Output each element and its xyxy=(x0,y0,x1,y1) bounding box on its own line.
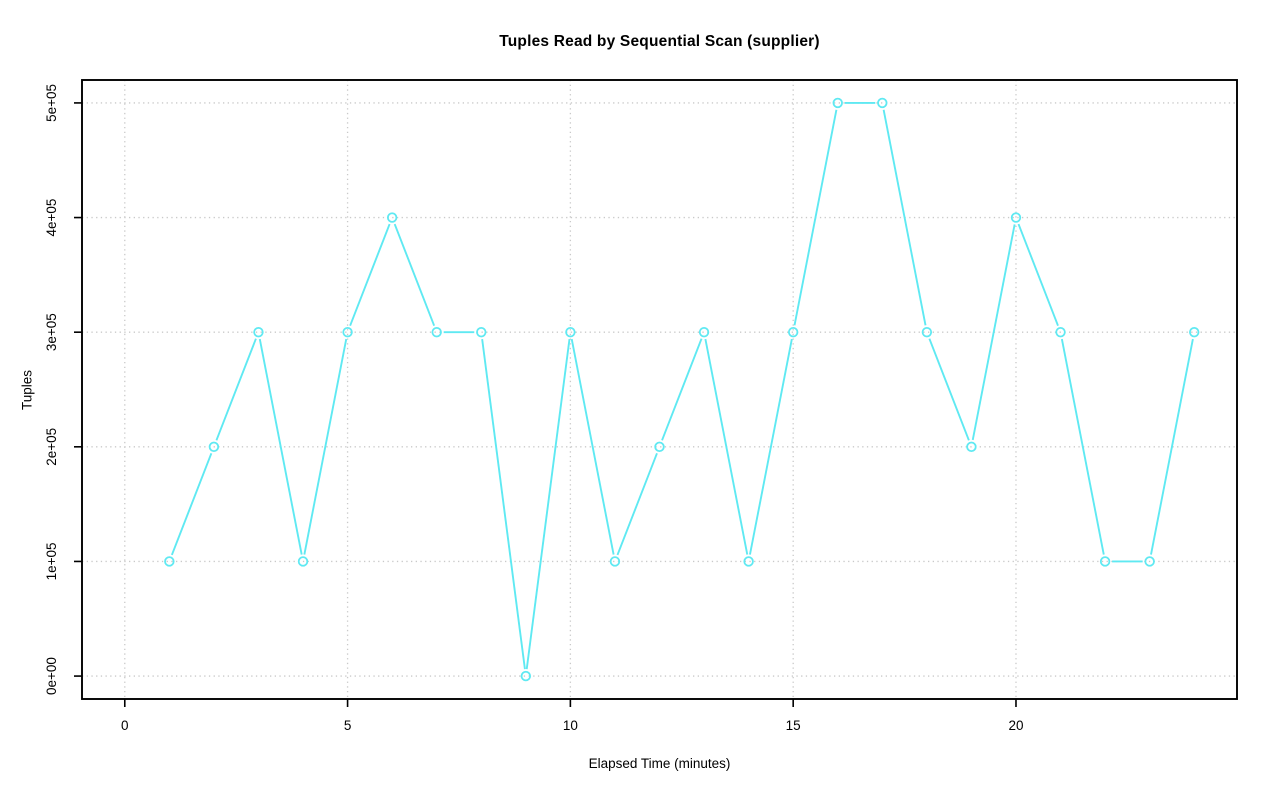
data-point xyxy=(1144,556,1155,567)
data-point xyxy=(431,326,442,338)
data-point xyxy=(297,556,309,567)
data-line-segment xyxy=(882,109,927,326)
data-line-segment xyxy=(749,338,793,555)
data-point xyxy=(342,326,353,338)
data-point xyxy=(1010,212,1022,223)
y-axis-tick-label: 2e+05 xyxy=(44,428,59,466)
data-line-segment xyxy=(170,452,213,556)
data-point xyxy=(1099,556,1111,567)
data-point xyxy=(877,97,888,109)
data-point xyxy=(743,556,754,567)
data-point xyxy=(1055,326,1066,338)
data-point xyxy=(386,212,398,223)
data-line-segment xyxy=(704,338,749,555)
data-point xyxy=(832,97,843,109)
data-point xyxy=(698,326,710,338)
data-line-segment xyxy=(258,338,303,555)
x-axis-tick-label: 0 xyxy=(121,718,129,733)
data-line-segment xyxy=(928,338,970,441)
data-line-segment xyxy=(616,452,658,556)
y-axis-tick-label: 1e+05 xyxy=(44,542,59,580)
data-point xyxy=(208,441,220,453)
data-point xyxy=(921,326,933,338)
data-line-segment xyxy=(1060,338,1105,555)
y-axis-tick-label: 4e+05 xyxy=(44,199,59,237)
x-axis-tick-label: 20 xyxy=(1008,718,1023,733)
data-point xyxy=(609,556,621,567)
data-line-segment xyxy=(303,338,348,555)
data-point xyxy=(787,326,799,338)
data-point xyxy=(164,556,175,567)
plot-border xyxy=(81,79,1238,700)
data-point xyxy=(520,670,532,682)
chart-title: Tuples Read by Sequential Scan (supplier… xyxy=(499,33,820,50)
x-axis-tick-label: 15 xyxy=(786,718,801,733)
data-line-segment xyxy=(661,338,703,441)
data-point xyxy=(476,326,487,338)
data-line-segment xyxy=(481,339,526,670)
data-point xyxy=(1189,326,1200,338)
data-point xyxy=(253,326,264,338)
data-point xyxy=(654,441,665,453)
x-axis-tick-label: 5 xyxy=(344,718,352,733)
x-axis-tick-label: 10 xyxy=(563,718,578,733)
data-line-segment xyxy=(393,223,436,327)
data-line-segment xyxy=(793,109,838,326)
y-axis-tick-label: 0e+00 xyxy=(44,657,59,695)
data-line-segment xyxy=(570,338,615,555)
data-point xyxy=(565,326,576,338)
data-line-segment xyxy=(525,339,571,670)
data-point xyxy=(966,441,977,453)
y-axis-tick-label: 5e+05 xyxy=(44,84,59,122)
data-line-segment xyxy=(349,223,391,327)
data-line-segment xyxy=(215,338,257,441)
y-axis-tick-label: 3e+05 xyxy=(44,313,59,351)
data-line-segment xyxy=(1150,338,1194,555)
data-line-segment xyxy=(971,224,1016,441)
data-line-segment xyxy=(1017,223,1059,327)
x-axis-title: Elapsed Time (minutes) xyxy=(588,756,731,771)
